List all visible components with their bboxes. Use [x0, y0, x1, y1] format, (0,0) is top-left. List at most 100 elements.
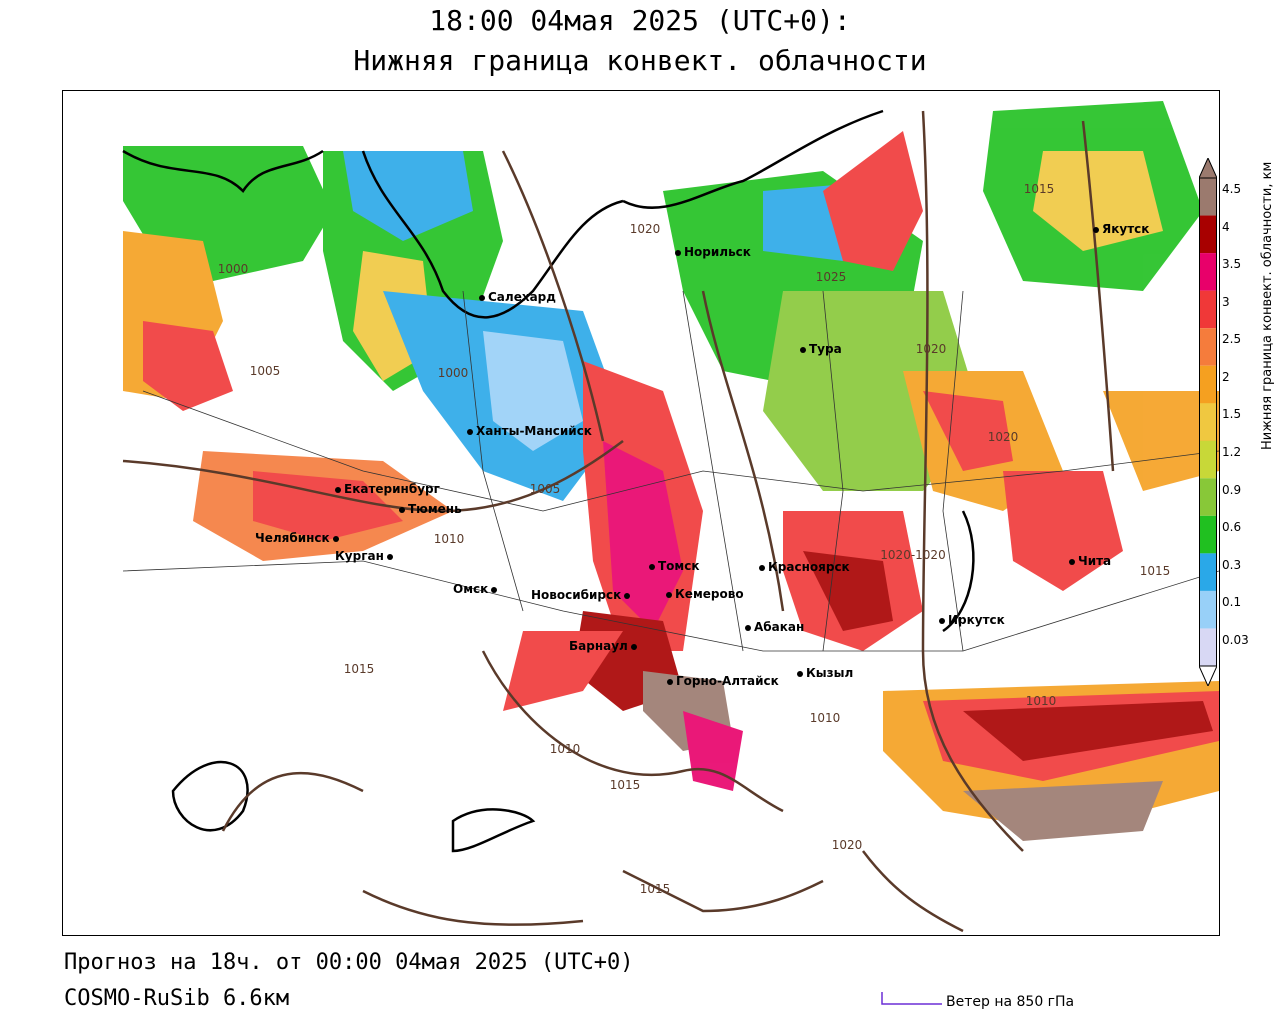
city-gorno-altaysk: Горно-Алтайск — [667, 674, 779, 688]
city-marker — [667, 678, 673, 685]
isobar-label: 1010 — [433, 532, 465, 546]
colorbar-tick-label: 0.1 — [1222, 595, 1242, 610]
city-kemerovo: Кемерово — [666, 587, 744, 601]
city-marker — [759, 564, 765, 571]
city-marker — [745, 624, 751, 631]
wind-legend: Ветер на 850 гПа — [880, 990, 1150, 1014]
colorbar-frame — [1199, 177, 1217, 667]
map-graphics — [122, 101, 1219, 933]
colorbar-tick-label: 0.3 — [1222, 557, 1242, 572]
city-label: Омск — [453, 582, 489, 596]
city-label: Абакан — [754, 620, 805, 634]
isobar-label: 1020 — [915, 342, 947, 356]
city-norilsk: Норильск — [675, 245, 751, 259]
city-tomsk: Томск — [649, 559, 700, 573]
city-chita: Чита — [1069, 554, 1111, 568]
colorbar-swatch — [1199, 478, 1217, 516]
city-marker — [649, 563, 655, 570]
colorbar-swatch — [1199, 590, 1217, 629]
map-title: 18:00 04мая 2025 (UTC+0): — [429, 4, 851, 37]
colorbar-swatch — [1199, 403, 1217, 441]
isobar-label: 1000 — [437, 366, 469, 380]
colorbar-top-arrow — [1199, 158, 1217, 179]
city-marker — [630, 643, 637, 650]
isobar-label: 1020 — [629, 222, 661, 236]
city-marker — [800, 346, 806, 353]
isobar-label: 1015 — [609, 778, 641, 792]
wind-barb-icon — [881, 992, 942, 1005]
city-kurgan: Курган — [335, 549, 396, 563]
colorbar-tick-label: 0.03 — [1222, 632, 1249, 647]
isobar-label: 1005 — [249, 364, 281, 378]
city-marker — [1093, 226, 1099, 233]
colorbar-legend — [1199, 158, 1217, 686]
colorbar-tick-label: 3 — [1222, 294, 1230, 309]
city-tura: Тура — [800, 342, 842, 356]
isobar-label: 1015 — [343, 662, 375, 676]
city-abakan: Абакан — [745, 620, 804, 634]
colorbar-swatch — [1199, 178, 1217, 216]
city-label: Кызыл — [806, 666, 854, 680]
city-khanty-mansiysk: Ханты-Мансийск — [467, 424, 592, 438]
colorbar-tick-label: 4 — [1222, 219, 1230, 234]
colorbar-swatch — [1199, 290, 1217, 329]
colorbar-tick-label: 1.5 — [1222, 407, 1242, 422]
city-label: Тюмень — [408, 502, 462, 516]
city-krasnoyarsk: Красноярск — [759, 560, 850, 574]
colorbar-tick-label: 0.6 — [1222, 520, 1242, 535]
city-label: Новосибирск — [531, 588, 622, 602]
colorbar-tick-label: 3.5 — [1222, 257, 1242, 272]
city-omsk: Омск — [453, 582, 500, 596]
city-label: Норильск — [684, 245, 751, 259]
city-label: Екатеринбург — [344, 482, 440, 496]
isobar-label: 1025 — [815, 270, 847, 284]
city-marker — [386, 553, 393, 560]
colorbar-swatch — [1199, 628, 1217, 666]
city-label: Тура — [809, 342, 842, 356]
city-marker — [335, 486, 341, 493]
wind-legend-label: Ветер на 850 гПа — [946, 994, 1075, 1010]
city-label: Иркутск — [948, 613, 1005, 627]
city-label: Ханты-Мансийск — [476, 424, 592, 438]
city-label: Курган — [335, 549, 384, 563]
isobar-label: 1010 — [809, 711, 841, 725]
city-label: Челябинск — [255, 531, 330, 545]
isobar-label: 1010 — [1025, 694, 1057, 708]
isobar-label: 1015 — [1023, 182, 1055, 196]
cloud-patches — [123, 101, 1219, 841]
city-marker — [624, 592, 631, 599]
colorbar-tick-label: 0.9 — [1222, 482, 1242, 497]
isobar-label: 1010 — [549, 742, 581, 756]
colorbar-bottom-arrow — [1199, 665, 1217, 686]
city-salekhard: Салехард — [479, 290, 556, 304]
city-marker — [399, 506, 405, 513]
city-barnaul: Барнаул — [569, 639, 640, 653]
colorbar-tick-label: 2.5 — [1222, 332, 1242, 347]
isobar-label: 1000 — [217, 262, 249, 276]
city-marker — [666, 591, 672, 598]
city-marker — [479, 294, 485, 301]
city-label: Томск — [658, 559, 700, 573]
city-label: Красноярск — [768, 560, 850, 574]
colorbar-swatch — [1199, 365, 1217, 404]
colorbar-title: Нижняя граница конвект. облачности, км — [1260, 161, 1275, 450]
isobar-label: 1005 — [529, 482, 561, 496]
isobar-label: 1020 — [831, 838, 863, 852]
colorbar-swatch — [1199, 215, 1217, 254]
city-label: Чита — [1078, 554, 1112, 568]
city-label: Якутск — [1102, 222, 1150, 236]
city-tyumen: Тюмень — [399, 502, 462, 516]
city-marker — [675, 249, 681, 256]
city-marker — [1069, 558, 1075, 565]
forecast-map: Норильск Якутск Салехард Тура Ханты-Манс… — [62, 90, 1220, 936]
city-label: Кемерово — [675, 587, 744, 601]
isobar-label: 1015 — [639, 882, 671, 896]
colorbar-swatch — [1199, 253, 1217, 291]
colorbar-swatch — [1199, 553, 1217, 591]
city-yekaterinburg: Екатеринбург — [335, 482, 440, 496]
admin-borders — [122, 290, 1219, 652]
city-marker — [332, 535, 339, 542]
model-name: COSMO-RuSib 6.6км — [64, 986, 290, 1011]
colorbar-tick-label: 1.2 — [1222, 445, 1242, 460]
city-kyzyl: Кызыл — [797, 666, 853, 680]
